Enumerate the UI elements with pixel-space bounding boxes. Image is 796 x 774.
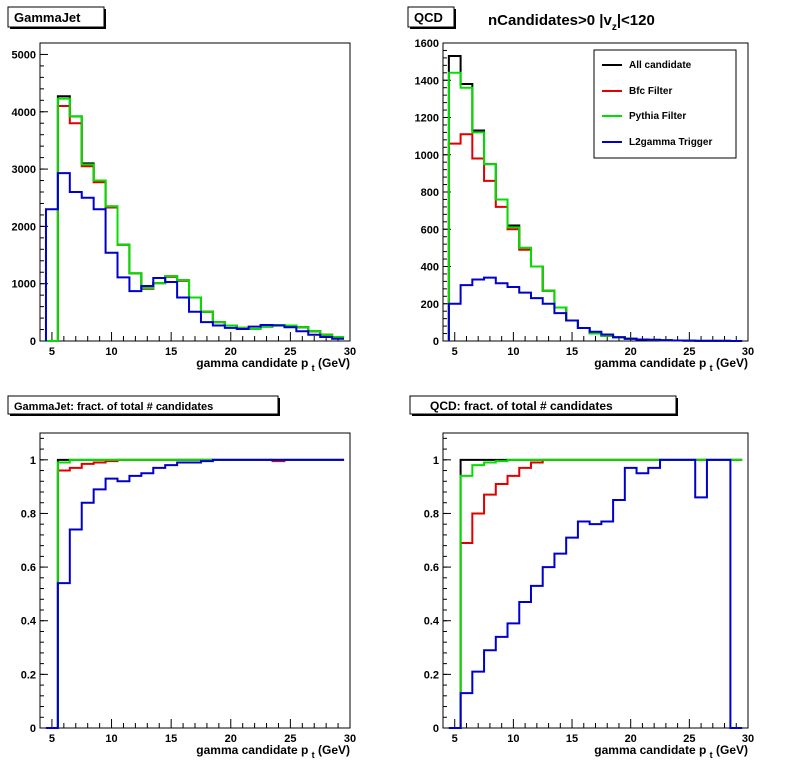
x-tick-label: 5 <box>452 346 458 358</box>
y-tick-label: 1400 <box>415 75 439 87</box>
y-tick-label: 0 <box>433 336 439 348</box>
y-tick-label: 0.4 <box>424 616 440 628</box>
y-tick-label: 0.6 <box>424 562 439 574</box>
legend-label: Pythia Filter <box>629 111 686 122</box>
y-tick-label: 1000 <box>415 150 439 162</box>
chart-title: GammaJet: fract. of total # candidates <box>14 401 213 413</box>
title-box <box>409 395 677 415</box>
x-tick-label: 20 <box>225 346 237 358</box>
x-tick-label: 15 <box>165 346 177 358</box>
x-tick-label: 20 <box>625 346 637 358</box>
x-tick-label: 20 <box>625 733 637 745</box>
legend-entry-all-candidate: All candidate <box>602 60 692 71</box>
histogram-series-l2gamma-trigger <box>448 458 743 729</box>
histogram-series-pythia-filter <box>45 97 345 342</box>
x-axis-label: gamma candidate p t (GeV) <box>594 743 748 760</box>
x-tick-label: 10 <box>105 346 117 358</box>
histogram-series-l2gamma-trigger <box>447 276 743 342</box>
legend-label: All candidate <box>629 60 692 71</box>
y-tick-label: 0 <box>30 336 36 348</box>
y-tick-label: 1600 <box>415 38 439 50</box>
y-tick-label: 0.4 <box>21 616 37 628</box>
y-tick-label: 200 <box>421 299 439 311</box>
legend-label: Bfc Filter <box>629 86 672 97</box>
chart-legend: All candidate Bfc Filter Pythia Filter L… <box>593 49 737 159</box>
x-tick-label: 5 <box>49 733 55 745</box>
x-tick-label: 25 <box>683 346 695 358</box>
histogram-series-l2gamma-trigger <box>45 458 345 729</box>
figure-heading: nCandidates>0 |vz|<120 <box>488 12 655 33</box>
x-tick-label: 25 <box>284 733 296 745</box>
y-tick-label: 400 <box>421 262 439 274</box>
chart-panel-gammajet-counts: GammaJet 0 1000 2000 3000 4000 5000 5 10 15 20 25 30… <box>7 6 356 373</box>
y-tick-label: 0 <box>433 723 439 735</box>
legend-entry-pythia-filter: Pythia Filter <box>602 111 686 122</box>
x-tick-label: 30 <box>344 733 356 745</box>
y-tick-label: 0 <box>30 723 36 735</box>
x-tick-label: 25 <box>284 346 296 358</box>
title-box <box>407 6 455 28</box>
y-tick-label: 0.8 <box>21 508 36 520</box>
y-tick-label: 800 <box>421 187 439 199</box>
y-tick-label: 3000 <box>12 164 36 176</box>
y-tick-label: 1 <box>433 455 439 467</box>
y-tick-label: 2000 <box>12 221 36 233</box>
chart-title: QCD: fract. of total # candidates <box>430 399 613 413</box>
x-tick-label: 30 <box>742 733 754 745</box>
y-tick-label: 1200 <box>415 113 439 125</box>
x-tick-label: 25 <box>683 733 695 745</box>
x-tick-label: 30 <box>742 346 754 358</box>
chart-title: QCD <box>414 10 443 25</box>
x-tick-label: 15 <box>566 733 578 745</box>
x-axis-label: gamma candidate p t (GeV) <box>196 356 350 373</box>
x-axis-label: gamma candidate p t (GeV) <box>196 743 350 760</box>
x-tick-label: 20 <box>225 733 237 745</box>
y-tick-label: 0.2 <box>424 669 439 681</box>
x-tick-label: 10 <box>507 733 519 745</box>
legend-box <box>593 49 737 159</box>
y-tick-label: 5000 <box>12 49 36 61</box>
chart-panel-qcd-fraction: QCD: fract. of total # candidates 0 0.2 0.4… <box>409 395 754 760</box>
histogram-series-l2gamma-trigger <box>44 172 345 341</box>
legend-entry-bfc-filter: Bfc Filter <box>602 86 672 97</box>
title-box <box>7 6 105 28</box>
x-tick-label: 15 <box>165 733 177 745</box>
y-tick-label: 0.2 <box>21 669 36 681</box>
y-tick-label: 1 <box>30 455 36 467</box>
y-tick-label: 0.6 <box>21 562 36 574</box>
x-tick-label: 10 <box>105 733 117 745</box>
plot-frame <box>39 432 351 729</box>
plot-frame <box>39 42 351 342</box>
chart-panel-gammajet-fraction: GammaJet: fract. of total # candidates 0 0… <box>7 395 356 760</box>
y-tick-label: 0.8 <box>424 508 439 520</box>
x-tick-label: 5 <box>49 346 55 358</box>
y-tick-label: 600 <box>421 224 439 236</box>
x-tick-label: 5 <box>452 733 458 745</box>
x-axis-label: gamma candidate p t (GeV) <box>594 356 748 373</box>
chart-title: GammaJet <box>14 10 81 25</box>
plot-frame <box>442 432 749 729</box>
y-tick-label: 4000 <box>12 107 36 119</box>
x-tick-label: 15 <box>566 346 578 358</box>
x-tick-label: 30 <box>344 346 356 358</box>
legend-entry-l2gamma-trigger: L2gamma Trigger <box>602 137 712 148</box>
x-tick-label: 10 <box>507 346 519 358</box>
y-tick-label: 1000 <box>12 279 36 291</box>
legend-label: L2gamma Trigger <box>629 137 712 148</box>
title-box <box>7 395 279 415</box>
